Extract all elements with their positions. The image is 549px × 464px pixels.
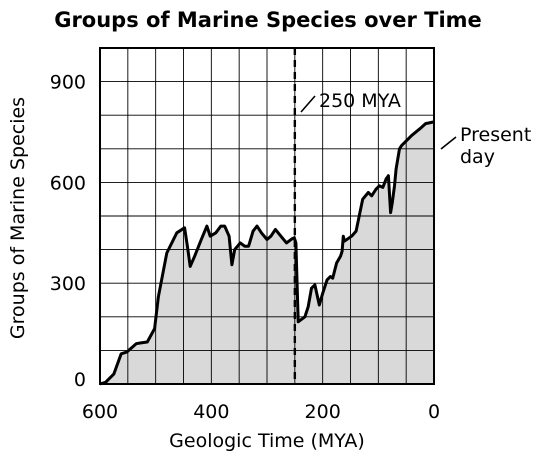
y-tick-label: 600	[50, 172, 86, 194]
annotation-present: Present	[460, 124, 531, 146]
x-axis-label: Geologic Time (MYA)	[169, 430, 365, 452]
x-tick-label: 0	[428, 401, 440, 423]
annotation-present-day-leader	[440, 136, 457, 150]
y-axis-ticks: 0 300 600 900	[50, 72, 86, 391]
x-tick-label: 400	[193, 401, 229, 423]
series-line	[99, 120, 435, 386]
y-axis-label: Groups of Marine Species	[7, 97, 29, 339]
annotation-day: day	[460, 146, 495, 168]
plot-frame	[99, 47, 435, 385]
x-tick-label: 600	[82, 401, 118, 423]
chart-title: Groups of Marine Species over Time	[54, 8, 482, 32]
x-tick-label: 200	[305, 401, 341, 423]
annotation-250-mya: 250 MYA	[319, 90, 401, 112]
plot-area	[99, 47, 435, 386]
x-axis-ticks: 600 400 200 0	[82, 401, 440, 423]
y-tick-label: 900	[50, 72, 86, 94]
y-tick-label: 0	[74, 369, 86, 391]
y-tick-label: 300	[50, 273, 86, 295]
grid-lines	[100, 48, 434, 384]
annotation-250-mya-leader	[300, 95, 316, 113]
